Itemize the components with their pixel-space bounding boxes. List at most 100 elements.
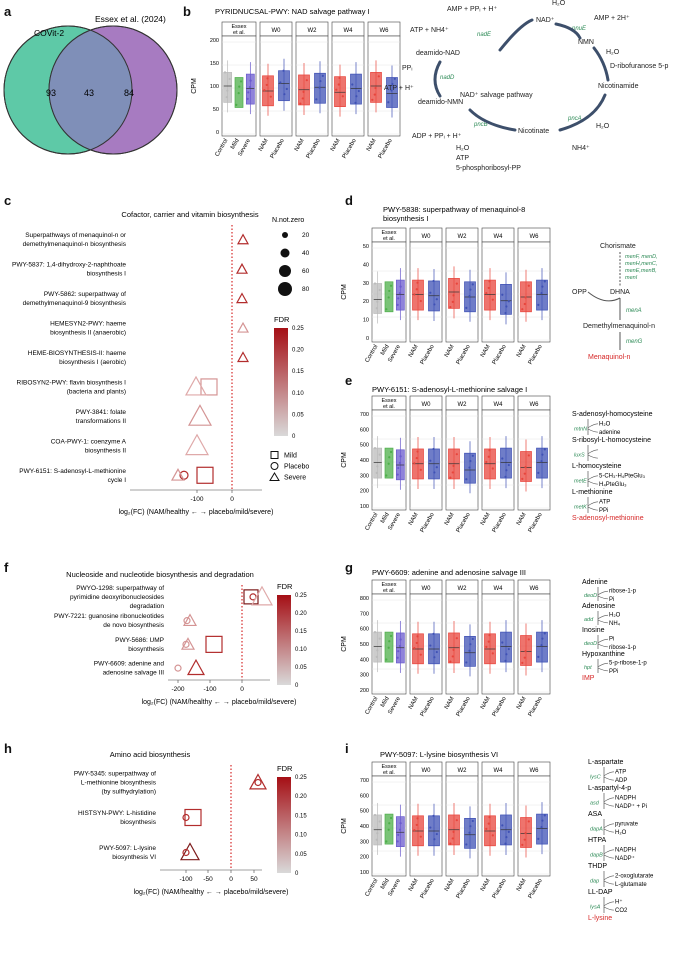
data-point (471, 283, 474, 286)
panel-letter-c: c (4, 193, 11, 208)
fdr-colorbar (274, 328, 288, 436)
pathway-node: LL-DAP (588, 889, 613, 896)
data-point (387, 462, 390, 465)
data-point (315, 98, 318, 101)
data-point (471, 637, 474, 641)
pathway-row-label: (bacteria and plants) (67, 388, 126, 395)
pathway-node: Adenine (582, 579, 608, 586)
data-point (543, 280, 546, 283)
facet-label: W6 (530, 402, 540, 408)
severe-marker (184, 433, 210, 456)
data-point (507, 830, 510, 834)
y-tick-label: 150 (210, 61, 219, 67)
data-point (399, 455, 402, 458)
data-point (491, 467, 494, 470)
fdr-tick-label: 0.15 (295, 813, 307, 819)
fdr-tick-label: 0.20 (295, 794, 307, 800)
pathway-node: L-aspartate (588, 759, 624, 766)
data-point (523, 656, 526, 659)
y-tick-label: 400 (360, 458, 369, 464)
data-point (388, 640, 391, 643)
mild-marker (200, 378, 218, 396)
pathway-row-label: L-methionine biosynthesis (81, 780, 157, 787)
x-tick-label: 0 (240, 686, 244, 693)
facet-label: et al. (383, 770, 395, 776)
box (536, 631, 548, 663)
severe-marker (186, 658, 206, 676)
fdr-tick-label: 0.05 (295, 852, 307, 858)
placebo-marker (254, 778, 262, 787)
enzyme-menA: menA (626, 308, 642, 314)
data-point (419, 653, 422, 656)
h2o-label-4: H₂O (456, 145, 470, 152)
coproduct-label: H₂O (615, 830, 627, 836)
size-legend-label: 80 (302, 286, 310, 293)
data-point (540, 826, 543, 829)
y-tick-label: 200 (210, 38, 219, 44)
x-group-label: NAM (516, 878, 528, 893)
pathway-row-label: Superpathways of menaquinol-n or (25, 232, 127, 239)
size-legend-label: 20 (302, 232, 310, 239)
facet-label: W4 (494, 234, 504, 240)
data-point (501, 824, 504, 827)
data-point (390, 89, 393, 92)
panel-letter-g: g (345, 560, 353, 575)
data-point (541, 637, 544, 640)
h2o-label-2: H₂O (606, 49, 620, 56)
y-tick-label: 30 (363, 281, 369, 287)
facet-label: W2 (458, 234, 468, 240)
data-point (469, 825, 472, 828)
pathway-node: HTPA (588, 837, 606, 844)
data-point (396, 840, 399, 843)
x-group-label: NAM (408, 878, 420, 893)
x-group-label: Control (365, 696, 380, 716)
x-group-label: Placebo (528, 877, 544, 899)
enzyme-label: metE (574, 478, 587, 484)
pathway-plot-h: Amino acid biosynthesis PWY-5345: superpa… (74, 750, 307, 896)
facet-label: Essex (382, 764, 397, 770)
x-group-label: NAM (444, 696, 456, 711)
box (245, 73, 255, 105)
box-e-title: PWY-6151: S-adenosyl-L-methionine salvag… (372, 385, 527, 394)
data-point (505, 836, 508, 839)
data-point (237, 92, 240, 95)
cpm-axis-label: CPM (341, 284, 348, 300)
box (334, 76, 346, 108)
y-tick-label: 400 (360, 824, 369, 830)
data-point (399, 638, 402, 641)
enzyme-label: hpt (584, 665, 592, 671)
data-point (537, 471, 540, 474)
facet-label: W4 (494, 402, 504, 408)
y-tick-label: 300 (360, 473, 369, 479)
pathway-node: L-homocysteine (572, 463, 622, 470)
x-tick-label: -200 (171, 686, 184, 693)
pathway-row-label: demethylmenaquinol-9 biosynthesis (23, 300, 127, 307)
venn-left-label: COVit-2 (34, 28, 64, 38)
y-tick-label: 200 (360, 489, 369, 495)
atp-nh4-label: ATP + NH4⁺ (410, 27, 449, 34)
pathway-node: THDP (588, 863, 607, 870)
data-point (435, 298, 438, 301)
data-point (451, 300, 454, 303)
facet-label: W6 (530, 234, 540, 240)
data-point (397, 833, 400, 837)
adp-label: ADP + PPᵢ + H⁺ (412, 133, 462, 140)
x-group-label: Placebo (528, 343, 544, 365)
data-point (263, 89, 266, 92)
data-point (491, 298, 494, 301)
h2o-label-1: H₂O (552, 0, 566, 7)
data-point (504, 842, 507, 845)
data-point (435, 466, 438, 469)
data-point (449, 842, 452, 845)
placebo-marker (182, 640, 190, 648)
data-point (385, 308, 388, 311)
size-legend-title: N.not.zero (272, 217, 304, 224)
data-point (378, 820, 381, 823)
enzyme-nadE: nadE (477, 32, 492, 38)
data-point (449, 305, 452, 309)
x-tick-label: 0 (229, 876, 233, 883)
data-point (396, 303, 399, 306)
data-point (487, 822, 490, 825)
placebo-marker (182, 813, 190, 822)
